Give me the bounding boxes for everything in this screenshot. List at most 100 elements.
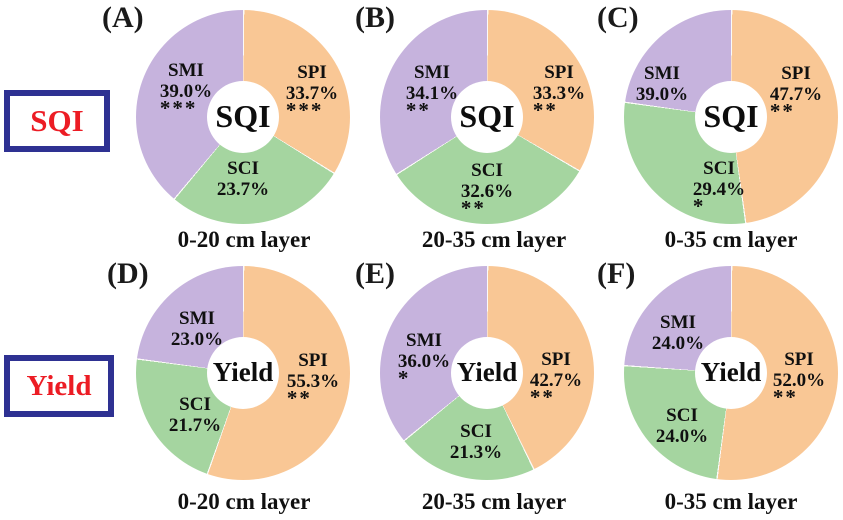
slice-name: SPI	[298, 350, 328, 371]
slice-percent: 42.7%	[529, 370, 583, 391]
donut-center-label: Yield	[700, 356, 762, 387]
slice-percent: 32.6%	[460, 181, 514, 202]
slice-label-sci: SCI 23.7%	[217, 158, 269, 200]
donut-chart-b: SQI SMI 34.1% ** SPI 33.3% ** SCI 32.6% …	[380, 10, 594, 224]
significance-stars: **	[769, 99, 795, 123]
slice-label-sci: SCI 29.4% *	[692, 158, 746, 218]
slice-name: SCI	[227, 158, 259, 179]
slice-label-smi: SMI 23.0%	[171, 308, 223, 350]
donut-hole	[451, 337, 523, 409]
slice-name: SMI	[168, 60, 204, 81]
slice-percent: 47.7%	[769, 84, 823, 105]
donut-chart-f: Yield SMI 24.0% SPI 52.0% ** SCI 24.0%	[624, 266, 838, 480]
row-label-sqi: SQI	[30, 103, 84, 138]
slice-name: SPI	[297, 62, 327, 83]
slice-name: SPI	[784, 349, 814, 370]
slice-percent: 23.0%	[170, 329, 224, 350]
slice-percent: 33.3%	[532, 83, 586, 104]
slice-percent: 23.7%	[216, 179, 270, 200]
slice-name: SMI	[660, 312, 696, 333]
donut-hole	[451, 81, 523, 153]
donut-center-label: SQI	[703, 97, 759, 134]
significance-stars: *	[397, 366, 411, 390]
slice-percent: 39.0%	[635, 84, 689, 105]
slice-name: SMI	[179, 308, 215, 329]
slice-percent: 36.0%	[397, 351, 451, 372]
significance-stars: **	[772, 385, 798, 409]
panel-letter-f: (F)	[597, 257, 636, 290]
panel-letter-c: (C)	[597, 1, 639, 34]
slice-percent: 39.0%	[159, 81, 213, 102]
row-label-yield: Yield	[26, 369, 92, 402]
slice-percent: 21.3%	[449, 442, 503, 463]
slice-name: SCI	[703, 158, 735, 179]
significance-stars: **	[529, 385, 555, 409]
slice-percent: 29.4%	[692, 179, 746, 200]
donut-chart-e: Yield SMI 36.0% * SPI 42.7% ** SCI 21.3%	[380, 266, 594, 480]
significance-stars: **	[532, 98, 558, 122]
donut-center-label: SQI	[459, 97, 515, 134]
slice-name: SPI	[541, 349, 571, 370]
donut-hole	[207, 337, 279, 409]
slice-name: SMI	[406, 330, 442, 351]
donut-center-label: SQI	[215, 97, 271, 134]
significance-stars: **	[286, 386, 312, 410]
slice-label-smi: SMI 39.0%	[636, 63, 688, 105]
donut-center-label: Yield	[212, 356, 274, 387]
slice-percent: 21.7%	[168, 415, 222, 436]
significance-stars: ***	[285, 98, 324, 122]
chart-caption-a: 0-20 cm layer	[177, 227, 311, 252]
slice-label-smi: SMI 24.0%	[652, 312, 704, 354]
slice-label-smi: SMI 39.0% ***	[159, 60, 213, 120]
significance-stars: **	[460, 196, 486, 220]
slice-label-spi: SPI 33.7% ***	[285, 62, 339, 122]
slice-name: SCI	[666, 405, 698, 426]
row-label-box-yield: Yield	[4, 355, 114, 417]
significance-stars: *	[692, 194, 706, 218]
slice-label-spi: SPI 52.0% **	[772, 349, 826, 409]
slice-label-sci: SCI 24.0%	[656, 405, 708, 447]
slice-name: SMI	[414, 62, 450, 83]
chart-caption-f: 0-35 cm layer	[664, 489, 798, 514]
donut-chart-a: SQI SMI 39.0% *** SPI 33.7% *** SCI 23.7…	[136, 10, 350, 224]
slice-label-spi: SPI 33.3% **	[532, 62, 586, 122]
slice-percent: 55.3%	[286, 371, 340, 392]
panel-letter-b: (B)	[355, 1, 395, 34]
panel-letter-d: (D)	[107, 257, 149, 290]
slice-label-smi: SMI 34.1% **	[405, 62, 459, 122]
panel-letter-e: (E)	[355, 257, 395, 290]
chart-caption-b: 20-35 cm layer	[421, 227, 567, 252]
slice-name: SPI	[781, 63, 811, 84]
slice-name: SPI	[544, 62, 574, 83]
panel-letter-a: (A)	[102, 1, 144, 34]
slice-label-spi: SPI 55.3% **	[286, 350, 340, 410]
donut-hole	[695, 81, 767, 153]
slice-label-smi: SMI 36.0% *	[397, 330, 451, 390]
slice-percent: 34.1%	[405, 83, 459, 104]
donut-center-label: Yield	[456, 356, 518, 387]
donut-hole	[207, 81, 279, 153]
chart-caption-e: 20-35 cm layer	[421, 489, 567, 514]
slice-label-sci: SCI 21.3%	[450, 421, 502, 463]
significance-stars: ***	[159, 96, 198, 120]
slice-label-sci: SCI 21.7%	[169, 394, 221, 436]
donut-chart-c: SQI SMI 39.0% SPI 47.7% ** SCI 29.4% *	[624, 10, 838, 224]
slice-percent: 24.0%	[651, 333, 705, 354]
slice-percent: 52.0%	[772, 370, 826, 391]
donut-hole	[695, 337, 767, 409]
slice-label-spi: SPI 42.7% **	[529, 349, 583, 409]
slice-label-spi: SPI 47.7% **	[769, 63, 823, 123]
slice-name: SCI	[179, 394, 211, 415]
significance-stars: **	[405, 98, 431, 122]
row-label-box-sqi: SQI	[4, 90, 110, 152]
slice-name: SCI	[471, 160, 503, 181]
slice-label-sci: SCI 32.6% **	[460, 160, 514, 220]
slice-percent: 24.0%	[655, 426, 709, 447]
chart-caption-d: 0-20 cm layer	[177, 489, 311, 514]
slice-name: SCI	[460, 421, 492, 442]
chart-caption-c: 0-35 cm layer	[664, 227, 798, 252]
slice-percent: 33.7%	[285, 83, 339, 104]
donut-chart-d: Yield SMI 23.0% SPI 55.3% ** SCI 21.7%	[136, 266, 350, 480]
slice-name: SMI	[644, 63, 680, 84]
